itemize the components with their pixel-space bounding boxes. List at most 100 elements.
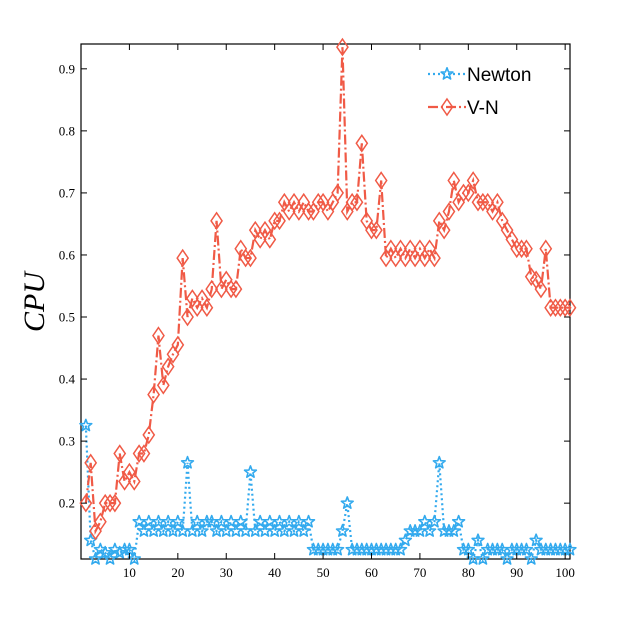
axes-layer: 10 20 30 40 50 60 70 80 90 100 0.2 0.3 0.4 0.5 0.6 0.7 0… bbox=[59, 44, 575, 580]
x-tick-label-70: 70 bbox=[413, 565, 426, 580]
point-newton-76 bbox=[442, 524, 456, 537]
point-vn-96 bbox=[539, 239, 553, 259]
point-vn-1 bbox=[79, 493, 93, 513]
point-newton-94 bbox=[529, 533, 543, 547]
point-vn-5 bbox=[98, 493, 112, 513]
point-newton-72 bbox=[422, 524, 437, 537]
legend-label-newton: Newton bbox=[467, 65, 531, 86]
point-vn-95 bbox=[534, 279, 548, 299]
point-vn-91 bbox=[515, 239, 528, 259]
point-newton-5 bbox=[98, 545, 112, 559]
point-newton-33 bbox=[234, 514, 248, 528]
point-newton-73 bbox=[427, 514, 442, 528]
point-newton-46 bbox=[297, 524, 311, 537]
point-newton-100 bbox=[558, 542, 572, 556]
x-tick-label-80: 80 bbox=[462, 565, 475, 580]
point-vn-27 bbox=[205, 279, 219, 299]
point-vn-83 bbox=[476, 192, 490, 212]
point-vn-47 bbox=[302, 202, 315, 221]
y-tick-label-0.4: 0.4 bbox=[59, 372, 76, 387]
point-vn-54 bbox=[336, 37, 349, 57]
point-vn-35 bbox=[244, 248, 257, 268]
x-tick-label-90: 90 bbox=[510, 565, 523, 580]
point-vn-6 bbox=[103, 493, 117, 513]
series-vn bbox=[79, 37, 577, 541]
point-vn-8 bbox=[113, 444, 127, 463]
point-newton-69 bbox=[408, 524, 422, 537]
point-newton-22 bbox=[180, 455, 195, 469]
point-vn-4 bbox=[93, 512, 107, 532]
plot-area-frame bbox=[80, 43, 571, 560]
point-newton-101 bbox=[563, 542, 577, 556]
point-newton-86 bbox=[490, 542, 505, 556]
point-vn-90 bbox=[510, 239, 524, 259]
point-vn-86 bbox=[490, 192, 504, 212]
legend-marker-newton bbox=[440, 67, 454, 80]
series-line-vn bbox=[84, 47, 570, 536]
point-vn-61 bbox=[369, 220, 383, 240]
point-vn-92 bbox=[520, 239, 533, 259]
point-vn-14 bbox=[142, 425, 156, 445]
point-vn-58 bbox=[355, 133, 369, 153]
point-newton-74 bbox=[432, 455, 446, 469]
x-tick-label-20: 20 bbox=[171, 565, 184, 580]
point-newton-8 bbox=[113, 545, 127, 559]
point-newton-55 bbox=[340, 496, 354, 509]
y-tick-label-0.8: 0.8 bbox=[59, 123, 75, 138]
point-vn-79 bbox=[457, 183, 470, 203]
point-newton-20 bbox=[171, 514, 185, 528]
point-vn-16 bbox=[152, 326, 165, 345]
point-vn-34 bbox=[239, 248, 253, 268]
point-vn-73 bbox=[428, 248, 441, 268]
point-newton-26 bbox=[200, 514, 214, 528]
point-newton-10 bbox=[122, 542, 137, 556]
point-newton-25 bbox=[195, 524, 209, 537]
point-vn-80 bbox=[461, 183, 475, 203]
x-tick-label-40: 40 bbox=[268, 565, 281, 580]
point-vn-7 bbox=[108, 493, 122, 513]
y-axis-label: CPU bbox=[18, 270, 51, 332]
point-vn-82 bbox=[471, 192, 485, 212]
point-vn-18 bbox=[161, 357, 175, 376]
point-newton-47 bbox=[301, 514, 316, 528]
point-newton-82 bbox=[471, 533, 485, 547]
y-tick-label-0.2: 0.2 bbox=[59, 496, 75, 511]
point-newton-54 bbox=[335, 524, 350, 537]
x-tick-label-100: 100 bbox=[555, 565, 575, 580]
point-vn-101 bbox=[563, 298, 577, 318]
point-vn-41 bbox=[273, 211, 286, 231]
x-tick-label-60: 60 bbox=[365, 565, 378, 580]
point-vn-20 bbox=[171, 335, 185, 355]
y-tick-label-0.3: 0.3 bbox=[59, 434, 75, 449]
legend: Newton V-N bbox=[428, 65, 531, 119]
y-tick-label-0.6: 0.6 bbox=[59, 247, 76, 262]
point-vn-97 bbox=[544, 298, 558, 318]
point-vn-13 bbox=[137, 444, 151, 463]
point-vn-60 bbox=[365, 220, 378, 240]
point-vn-100 bbox=[558, 298, 572, 318]
point-vn-31 bbox=[224, 279, 238, 299]
x-tick-label-30: 30 bbox=[220, 565, 233, 580]
x-tick-label-50: 50 bbox=[317, 565, 330, 580]
point-newton-93 bbox=[524, 552, 538, 565]
point-newton-1 bbox=[79, 418, 93, 432]
legend-label-vn: V-N bbox=[467, 98, 499, 119]
point-vn-56 bbox=[345, 192, 359, 212]
point-vn-40 bbox=[268, 211, 282, 231]
point-vn-12 bbox=[132, 444, 146, 463]
y-tick-label-0.5: 0.5 bbox=[59, 310, 75, 325]
point-newton-67 bbox=[398, 533, 413, 547]
point-newton-77 bbox=[447, 524, 461, 537]
point-newton-88 bbox=[500, 552, 514, 565]
point-vn-99 bbox=[553, 298, 567, 318]
point-vn-57 bbox=[350, 192, 364, 212]
point-vn-49 bbox=[311, 192, 325, 212]
point-vn-28 bbox=[210, 211, 223, 231]
point-vn-21 bbox=[176, 248, 190, 268]
point-newton-91 bbox=[514, 542, 529, 556]
point-vn-26 bbox=[200, 298, 214, 318]
point-newton-3 bbox=[88, 552, 103, 565]
point-newton-79 bbox=[456, 542, 471, 556]
point-vn-15 bbox=[147, 385, 161, 404]
